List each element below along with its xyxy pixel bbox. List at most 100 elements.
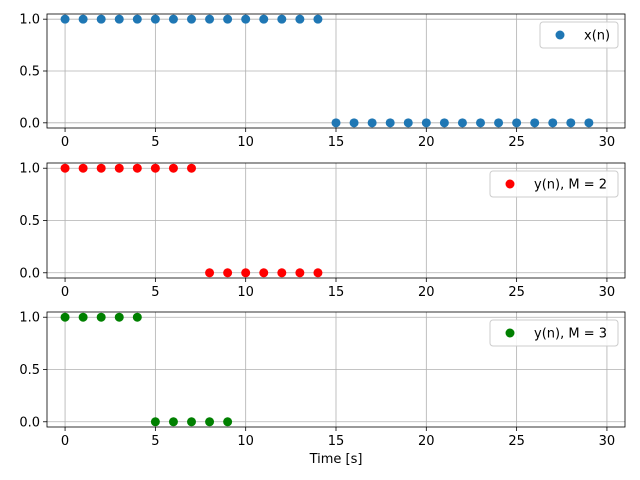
data-point	[512, 118, 522, 128]
data-point	[96, 312, 106, 322]
data-point	[132, 14, 142, 24]
x-tick-label: 15	[328, 285, 345, 300]
legend-label: y(n), M = 3	[534, 327, 607, 342]
data-point	[259, 14, 269, 24]
data-point	[187, 417, 196, 427]
data-point	[421, 118, 431, 128]
legend-marker	[505, 179, 515, 189]
data-point	[313, 14, 323, 24]
x-tick-label: 20	[418, 135, 435, 150]
axes-frame	[46, 311, 626, 428]
x-tick-label: 30	[599, 285, 616, 300]
x-tick-label: 25	[508, 285, 525, 300]
data-point	[205, 417, 215, 427]
data-point	[96, 14, 106, 24]
x-tick-label: 30	[599, 135, 616, 150]
data-point	[241, 14, 251, 24]
data-point	[223, 417, 233, 427]
x-tick-label: 20	[418, 434, 435, 449]
x-tick-label: 5	[151, 135, 159, 150]
data-point	[60, 312, 70, 322]
data-point	[439, 118, 449, 128]
data-point	[295, 268, 305, 278]
y-tick-label: 1.0	[19, 13, 40, 28]
data-point	[168, 163, 178, 173]
y-tick-label: 1.0	[19, 162, 40, 177]
data-point	[494, 118, 504, 128]
data-point	[114, 14, 124, 24]
data-point	[277, 268, 287, 278]
data-point	[78, 14, 88, 24]
data-point	[223, 268, 233, 278]
data-point	[241, 268, 251, 278]
x-tick-label: 25	[508, 135, 525, 150]
legend-marker	[555, 30, 565, 40]
data-point	[114, 163, 124, 173]
x-tick-label: 20	[418, 285, 435, 300]
data-point	[385, 118, 395, 128]
x-tick-label: 10	[237, 135, 254, 150]
y-tick-label: 0.0	[19, 415, 40, 430]
x-tick-label: 30	[599, 434, 616, 449]
subplot-3: 0 5 10 15 20 25 30 0.0 0.5 1.0 y(n), M = 3 Time [s]	[19, 311, 626, 467]
x-tick-label: 0	[61, 434, 69, 449]
y-tick-label: 0.0	[19, 116, 40, 131]
x-tick-label: 0	[61, 285, 69, 300]
data-point	[60, 163, 70, 173]
data-point	[584, 118, 594, 128]
data-point	[205, 14, 215, 24]
data-point	[367, 118, 377, 128]
data-point	[331, 118, 341, 128]
data-point	[259, 268, 269, 278]
x-tick-label: 0	[61, 135, 69, 150]
data-point	[187, 14, 196, 24]
data-point	[476, 118, 485, 128]
x-tick-label: 25	[508, 434, 525, 449]
x-tick-label: 15	[328, 135, 345, 150]
data-point	[168, 14, 178, 24]
legend-label: y(n), M = 2	[534, 178, 607, 193]
data-point	[205, 268, 215, 278]
axes-frame	[46, 162, 626, 279]
legend-box	[489, 319, 619, 347]
y-tick-label: 1.0	[19, 311, 40, 326]
legend-box	[489, 170, 619, 198]
x-tick-label: 5	[151, 285, 159, 300]
data-point	[114, 312, 124, 322]
legend-marker	[505, 328, 515, 338]
data-point	[168, 417, 178, 427]
data-point	[277, 14, 287, 24]
data-point	[150, 14, 160, 24]
legend-label: x(n)	[584, 29, 610, 44]
data-point	[349, 118, 359, 128]
data-point	[295, 14, 305, 24]
data-point	[78, 312, 88, 322]
data-point	[313, 268, 323, 278]
x-tick-label: 5	[151, 434, 159, 449]
legend: x(n)	[539, 21, 619, 49]
data-point	[530, 118, 540, 128]
legend: y(n), M = 2	[489, 170, 619, 198]
data-point	[457, 118, 467, 128]
data-point	[150, 163, 160, 173]
y-tick-label: 0.5	[19, 363, 40, 378]
data-point	[60, 14, 70, 24]
x-axis-label: Time [s]	[309, 452, 363, 467]
y-tick-label: 0.5	[19, 214, 40, 229]
data-point	[566, 118, 576, 128]
data-point	[132, 312, 142, 322]
subplot-1: 0 5 10 15 20 25 30 0.0 0.5 1.0 x(n)	[19, 13, 626, 150]
data-point	[96, 163, 106, 173]
data-point	[403, 118, 413, 128]
x-tick-label: 15	[328, 434, 345, 449]
data-point	[223, 14, 233, 24]
y-tick-label: 0.0	[19, 266, 40, 281]
legend: y(n), M = 3	[489, 319, 619, 347]
data-point	[187, 163, 196, 173]
data-point	[78, 163, 88, 173]
data-point	[548, 118, 558, 128]
y-tick-label: 0.5	[19, 65, 40, 80]
data-point	[132, 163, 142, 173]
